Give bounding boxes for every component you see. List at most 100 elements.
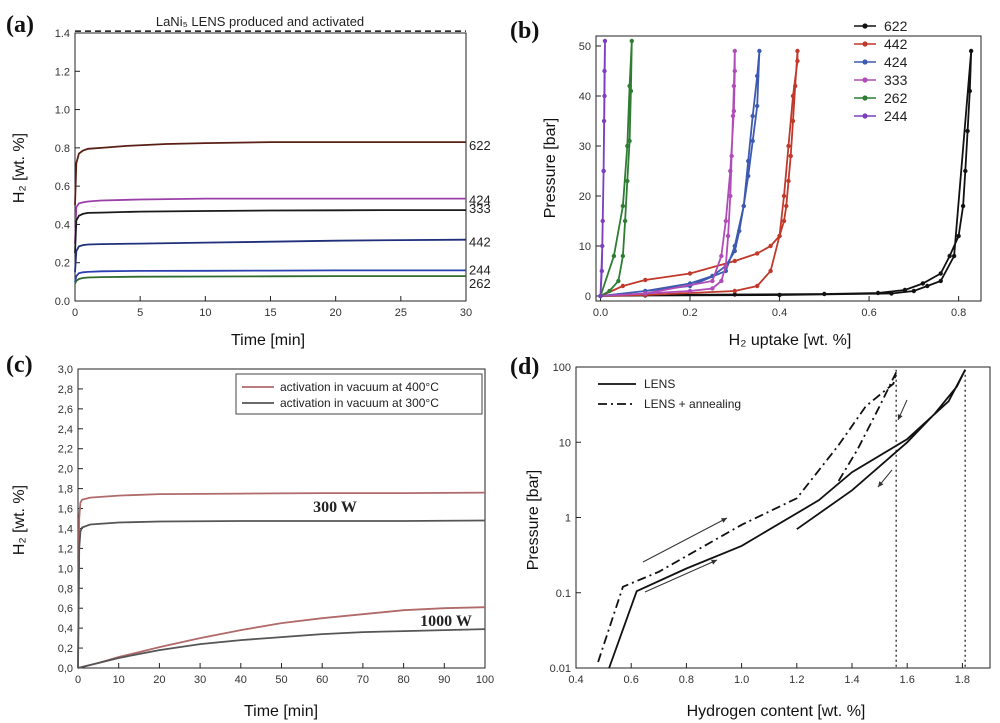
chart-d: 0.4 0.6 0.8 1.0 1.2 1.4 1.6 1.8 0.01 0.1 1 10 100 LEN… — [550, 362, 991, 686]
chart-c-ytick-label: 1,4 — [58, 523, 73, 535]
chart-d-ytick-label: 0.1 — [556, 588, 571, 600]
series-point-424 — [732, 248, 737, 254]
series-line-333 — [74, 209, 466, 254]
series-point-244 — [601, 118, 607, 124]
panel-a-ylabel: H₂ [wt. %] — [11, 133, 28, 203]
chart-c-xtick-label: 0 — [75, 674, 81, 686]
series-line-262 — [74, 275, 466, 285]
legend-label-c-0: activation in vacuum at 400°C — [280, 380, 439, 394]
series-point-262 — [620, 203, 626, 209]
series-label-442: 442 — [469, 235, 491, 250]
series-point-442 — [795, 48, 800, 54]
series-point-244 — [602, 93, 607, 99]
series-point-622 — [968, 48, 974, 54]
series-point-442 — [786, 143, 791, 149]
chart-c-ytick-label: 1,8 — [58, 484, 73, 496]
chart-d-xtick-label: 1.2 — [789, 674, 804, 686]
series-point-442 — [786, 178, 791, 184]
chart-a-ytick-label: 0.4 — [55, 219, 70, 231]
panel-c-label-1000w: 1000 W — [420, 613, 472, 630]
series-point-424 — [757, 48, 762, 54]
series-point-622 — [875, 290, 881, 296]
series-point-424 — [732, 243, 737, 249]
legend-label-442: 442 — [884, 36, 908, 52]
chart-c-xtick-label: 70 — [357, 674, 369, 686]
legend-label-244: 244 — [884, 108, 908, 124]
chart-d-xtick-label: 0.4 — [568, 674, 583, 686]
chart-a-ytick-label: 1.2 — [55, 66, 70, 78]
chart-c-ytick-label: 1,2 — [58, 543, 73, 555]
chart-a-xtick-label: 0 — [72, 307, 78, 319]
series-line-244 — [599, 40, 606, 297]
chart-a-ytick-label: 0.8 — [55, 143, 70, 155]
chart-b-ytick-label: 50 — [579, 41, 591, 53]
chart-a: 0 5 10 15 20 25 30 0.0 0.2 0.4 0.6 0.8 1.0 1.2 1.4 622 4… — [55, 28, 491, 319]
panel-a-letter: (a) — [6, 12, 34, 38]
series-point-442 — [781, 218, 787, 224]
series-point-333 — [731, 83, 737, 89]
series-point-333 — [728, 193, 733, 199]
series-point-622 — [902, 287, 908, 293]
legend-box-c — [235, 373, 483, 415]
chart-c-ytick-label: 0,4 — [58, 623, 73, 635]
series-point-333 — [723, 263, 729, 269]
series-point-424 — [746, 173, 751, 179]
chart-b-ytick-label: 30 — [579, 141, 591, 153]
chart-d-xtick-label: 0.8 — [679, 674, 694, 686]
legend-marker-622 — [862, 23, 868, 29]
chart-d-frame — [575, 366, 991, 669]
series-point-333 — [719, 253, 724, 259]
series-point-442 — [687, 271, 693, 276]
series-label-622: 622 — [469, 138, 491, 153]
series-point-622 — [732, 292, 737, 297]
chart-d-xtick-label: 1.8 — [955, 674, 970, 686]
series-point-622 — [920, 281, 926, 286]
series-point-333 — [710, 286, 715, 291]
series-point-442 — [754, 283, 760, 289]
chart-b-ytick-label: 10 — [579, 241, 591, 253]
panel-d-xlabel: Hydrogen content [wt. %] — [687, 703, 866, 720]
series-point-424 — [741, 203, 746, 209]
series-line-622 — [74, 141, 466, 206]
chart-d-ytick-label: 100 — [553, 362, 571, 374]
series-point-622 — [947, 253, 952, 259]
chart-d-xtick-label: 1.6 — [900, 674, 915, 686]
chart-d-arrowhead — [878, 481, 884, 487]
series-label-333: 333 — [469, 201, 491, 216]
legend-marker-262 — [862, 95, 868, 101]
legend-label-c-1: activation in vacuum at 300°C — [280, 396, 439, 410]
legend-marker-333 — [862, 77, 868, 83]
chart-b-ytick-label: 20 — [579, 191, 591, 203]
chart-d-arrow — [642, 517, 728, 563]
chart-c-xtick-label: 20 — [153, 674, 165, 686]
chart-d-xtick-label: 0.6 — [624, 674, 639, 686]
series-point-262 — [607, 288, 612, 294]
series-point-442 — [790, 93, 796, 99]
chart-c-ytick-label: 2,4 — [58, 424, 73, 436]
chart-c-ytick-label: 2,6 — [58, 404, 73, 416]
series-line-activation-in-vacuum-at-400-c — [77, 491, 486, 669]
chart-b-xtick-label: 0.2 — [682, 307, 697, 319]
series-point-333 — [728, 168, 733, 174]
chart-c-xtick-label: 100 — [476, 674, 494, 686]
series-point-424 — [750, 138, 755, 144]
series-point-262 — [629, 38, 635, 44]
panel-d-letter: (d) — [510, 354, 539, 380]
chart-c-ytick-label: 1,6 — [58, 504, 73, 516]
chart-c-xtick-label: 60 — [316, 674, 328, 686]
series-point-262 — [627, 138, 632, 144]
series-line-lens — [608, 369, 967, 669]
chart-a-ytick-label: 0.0 — [55, 296, 70, 308]
series-point-244 — [600, 218, 605, 224]
series-point-442 — [795, 58, 800, 64]
chart-c-ytick-label: 1,0 — [58, 563, 73, 575]
chart-c-xtick-label: 50 — [275, 674, 287, 686]
chart-d-arrow — [644, 559, 718, 593]
series-label-262: 262 — [469, 276, 491, 291]
panel-b-ylabel: Pressure [bar] — [542, 118, 559, 218]
series-point-622 — [889, 291, 894, 296]
legend-label-d-0: LENS — [644, 377, 675, 391]
series-point-262 — [616, 278, 621, 284]
panel-c-letter: (c) — [6, 352, 33, 378]
